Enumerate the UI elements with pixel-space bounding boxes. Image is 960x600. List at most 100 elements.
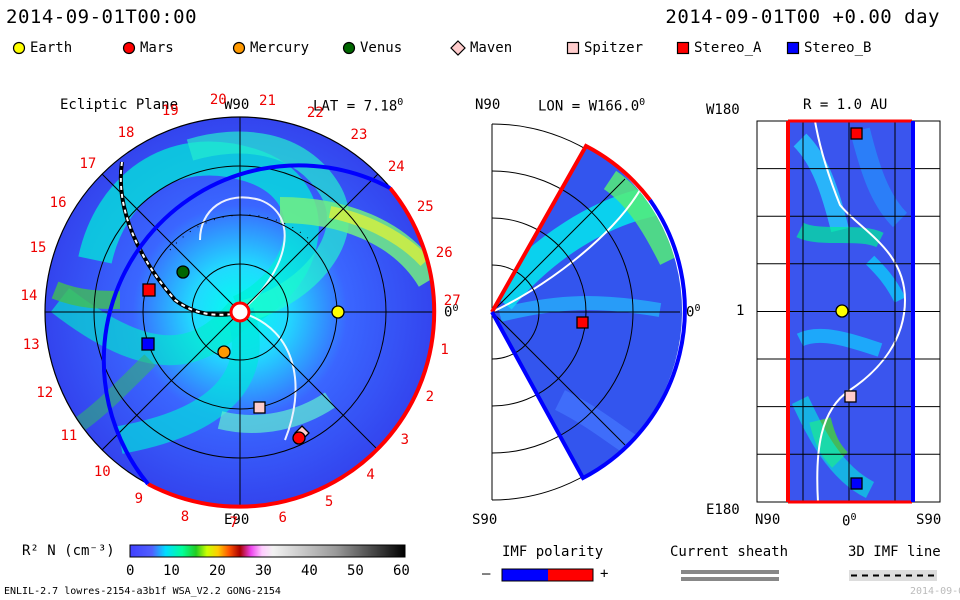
stereo-a-marker-icon	[676, 41, 690, 55]
meridional-lon-label: LON = W166.00	[538, 97, 646, 115]
sector-number: 10	[93, 463, 111, 480]
sector-number: 14	[20, 288, 38, 305]
radial-mid-left-label: 1	[736, 303, 745, 319]
mars-marker-icon	[122, 41, 136, 55]
sector-number: 22	[306, 104, 324, 121]
legend-label: Mercury	[250, 40, 310, 56]
sector-number: 23	[350, 127, 368, 144]
legend-label: Spitzer	[584, 40, 644, 56]
imf-minus-label: –	[482, 566, 491, 582]
earth-marker-icon	[12, 41, 26, 55]
colorbar-tick: 0	[126, 563, 135, 579]
radial-x-right-label: S90	[916, 512, 942, 528]
mars-marker	[292, 431, 306, 445]
imf-plus-label: +	[600, 566, 609, 582]
right-timestamp: 2014-09-01T00 +0.00 day	[665, 6, 940, 28]
radial-earth-marker	[835, 304, 849, 318]
colorbar-tick: 60	[393, 563, 410, 579]
legend-spitzer: Spitzer	[566, 38, 643, 58]
colorbar-tick: 20	[209, 563, 226, 579]
legend-label: Mars	[140, 40, 174, 56]
legend-label: Venus	[360, 40, 403, 56]
colorbar-tick: 40	[301, 563, 318, 579]
sector-number: 13	[22, 337, 40, 354]
meridional-right-label: 00	[686, 303, 701, 321]
sector-number: 5	[324, 493, 334, 510]
left-timestamp: 2014-09-01T00:00	[6, 6, 198, 28]
imf-polarity-title: IMF polarity	[502, 544, 604, 560]
legend-stereo-a: Stereo_A	[676, 38, 761, 58]
imf-3d-title: 3D IMF line	[848, 544, 941, 560]
sector-number: 2	[425, 389, 435, 406]
footer-right: 2014-09-02	[910, 586, 960, 597]
radial-x-mid-label: 00	[842, 512, 857, 530]
sector-number: 1	[440, 342, 449, 359]
ecliptic-bottom-label: E90	[224, 512, 250, 528]
meridional-top-label: N90	[475, 97, 501, 113]
legend-label: Stereo_B	[804, 40, 872, 56]
stereo-b-marker	[141, 337, 155, 351]
venus-marker-icon	[342, 41, 356, 55]
sector-number: 25	[416, 199, 434, 216]
sector-number: 16	[49, 194, 67, 211]
legend-earth: Earth	[12, 38, 72, 58]
spitzer-marker	[253, 401, 266, 414]
sector-number: 6	[278, 509, 287, 526]
sector-number: 8	[180, 508, 190, 525]
colorbar-label: R² N (cm⁻³)	[22, 543, 115, 559]
ecliptic-title: Ecliptic Plane	[60, 97, 179, 113]
sector-number: 24	[387, 159, 405, 176]
sector-number: 20	[209, 92, 227, 109]
radial-plot	[756, 119, 941, 504]
radial-x-left-label: N90	[755, 512, 781, 528]
sector-number: 4	[366, 466, 375, 483]
legend-label: Maven	[470, 40, 513, 56]
sector-number: 21	[259, 92, 276, 109]
sector-number: 17	[79, 155, 97, 172]
density-colorbar	[129, 544, 406, 558]
sector-number: 9	[134, 491, 144, 508]
radial-r-label: R = 1.0 AU	[803, 97, 888, 113]
sector-number: 19	[161, 102, 179, 119]
meridional-plot	[490, 123, 687, 501]
radial-top-left-label: W180	[706, 102, 740, 118]
meridional-stereo-a-marker	[576, 316, 589, 329]
sector-number: 18	[117, 124, 135, 141]
ecliptic-plane-plot	[44, 116, 437, 509]
sector-number: 27	[443, 293, 461, 310]
spitzer-marker-icon	[566, 41, 580, 55]
legend-maven: Maven	[450, 38, 512, 58]
ecliptic-top-label: W90	[224, 97, 250, 113]
radial-stereo-a-marker	[850, 127, 863, 140]
maven-marker-icon	[450, 40, 466, 56]
legend-venus: Venus	[342, 38, 402, 58]
colorbar-tick: 30	[255, 563, 272, 579]
radial-spitzer-marker	[844, 390, 857, 403]
imf-3d-line-sample	[849, 570, 937, 581]
sector-number: 26	[435, 244, 453, 261]
earth-marker	[331, 305, 345, 319]
colorbar-tick: 10	[163, 563, 180, 579]
legend-mercury: Mercury	[232, 38, 309, 58]
sector-number: 7	[229, 514, 238, 531]
legend-mars: Mars	[122, 38, 174, 58]
mercury-marker	[217, 345, 231, 359]
stereo-b-marker-icon	[786, 41, 800, 55]
venus-marker	[176, 265, 190, 279]
current-sheath-title: Current sheath	[670, 544, 789, 560]
sector-number: 15	[29, 239, 47, 256]
stereo-a-marker	[142, 283, 156, 297]
radial-bottom-left-label: E180	[706, 502, 740, 518]
ecliptic-lat-label: LAT = 7.180	[313, 97, 404, 115]
sector-number: 12	[36, 384, 54, 401]
imf-polarity-bar	[501, 568, 594, 582]
legend-label: Stereo_A	[694, 40, 762, 56]
legend-stereo-b: Stereo_B	[786, 38, 871, 58]
legend-label: Earth	[30, 40, 73, 56]
current-sheath-sample	[681, 570, 779, 581]
colorbar-tick: 50	[347, 563, 364, 579]
radial-stereo-b-marker	[850, 477, 863, 490]
sector-number: 11	[60, 427, 78, 444]
footer-left: ENLIL-2.7 lowres-2154-a3b1f WSA_V2.2 GON…	[4, 586, 281, 597]
